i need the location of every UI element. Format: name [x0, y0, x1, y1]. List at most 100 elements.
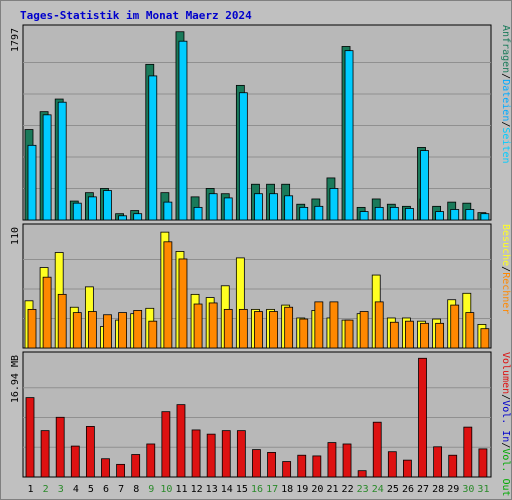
x-tick-label-28: 28 — [432, 484, 444, 495]
x-tick-label-4: 4 — [73, 484, 79, 495]
bar-dateien-day-25 — [389, 206, 399, 221]
bar-volumen-day-1 — [25, 397, 35, 478]
right-label-segment: Dateien — [500, 79, 511, 121]
bar-volumen-day-16 — [252, 449, 261, 478]
bar-rechner-day-13 — [208, 302, 218, 349]
bar-volumen-day-11 — [176, 404, 186, 478]
bar-rechner-day-14 — [223, 308, 233, 349]
x-tick-label-11: 11 — [175, 484, 187, 495]
bar-dateien-day-14 — [223, 197, 233, 221]
x-tick-label-1: 1 — [28, 484, 34, 495]
bar-dateien-day-18 — [284, 195, 294, 221]
bar-rechner-day-6 — [103, 314, 112, 349]
x-tick-label-19: 19 — [296, 484, 308, 495]
bar-dateien-day-15 — [238, 92, 248, 221]
x-tick-label-23: 23 — [357, 484, 369, 495]
bar-rechner-day-26 — [405, 320, 414, 349]
right-label-segment: / — [500, 394, 511, 400]
bar-dateien-day-21 — [329, 188, 339, 221]
x-tick-label-12: 12 — [191, 484, 203, 495]
bar-rechner-day-12 — [193, 303, 203, 349]
x-tick-label-25: 25 — [387, 484, 399, 495]
x-tick-label-18: 18 — [281, 484, 293, 495]
bar-dateien-day-22 — [344, 50, 354, 221]
bar-volumen-day-8 — [131, 454, 141, 478]
bar-rechner-day-30 — [465, 312, 475, 349]
bar-rechner-day-5 — [87, 311, 97, 349]
bar-dateien-day-30 — [465, 209, 475, 221]
bar-volumen-day-22 — [342, 443, 352, 478]
bar-dateien-day-11 — [178, 40, 188, 221]
bar-rechner-day-7 — [118, 312, 127, 349]
bar-rechner-day-25 — [389, 321, 399, 349]
bar-rechner-day-15 — [238, 308, 248, 349]
bar-dateien-day-20 — [314, 205, 324, 221]
bar-dateien-day-10 — [163, 201, 173, 221]
bar-dateien-day-9 — [148, 75, 158, 221]
bar-rechner-day-23 — [359, 311, 369, 349]
bar-volumen-day-26 — [403, 459, 412, 478]
bar-dateien-day-28 — [435, 211, 445, 221]
right-label-segment: Vol. In — [500, 400, 511, 442]
bar-rechner-day-10 — [163, 241, 173, 349]
bar-volumen-day-6 — [101, 458, 110, 478]
bar-volumen-day-24 — [372, 421, 382, 478]
panel-volume-right-label: Volumen/Vol. In/Vol. Out — [500, 352, 511, 497]
right-label-segment: Besuche — [500, 224, 511, 266]
right-label-segment: Vol. Out — [500, 448, 511, 496]
bar-volumen-day-28 — [433, 446, 443, 478]
panel-requests-right-label: Anfragen/Dateien/Seiten — [500, 25, 511, 164]
x-tick-label-22: 22 — [342, 484, 354, 495]
x-tick-label-20: 20 — [311, 484, 323, 495]
bar-rechner-day-31 — [480, 328, 490, 349]
right-label-segment: / — [500, 266, 511, 272]
bar-rechner-day-3 — [57, 293, 67, 349]
bar-volumen-day-2 — [40, 430, 50, 478]
bar-volumen-day-7 — [116, 463, 125, 478]
bar-rechner-day-16 — [254, 311, 263, 349]
bar-dateien-day-5 — [87, 196, 97, 221]
bar-volumen-day-21 — [327, 442, 337, 478]
bar-volumen-day-29 — [448, 454, 458, 478]
x-tick-label-3: 3 — [58, 484, 64, 495]
bar-rechner-day-8 — [133, 310, 143, 349]
right-label-segment: / — [500, 442, 511, 448]
x-tick-label-10: 10 — [160, 484, 172, 495]
x-tick-label-7: 7 — [118, 484, 124, 495]
bar-rechner-day-11 — [178, 258, 188, 349]
bar-volumen-day-20 — [312, 455, 322, 478]
x-tick-label-2: 2 — [43, 484, 49, 495]
bar-volumen-day-25 — [387, 451, 397, 478]
bar-dateien-day-23 — [359, 211, 369, 221]
panel-volume-ymax-label: 16.94 MB — [10, 355, 21, 403]
bar-volumen-day-23 — [357, 470, 367, 478]
x-tick-label-15: 15 — [236, 484, 248, 495]
bar-volumen-day-27 — [418, 357, 427, 478]
bar-rechner-day-24 — [374, 301, 384, 349]
right-label-segment: Anfragen — [500, 25, 511, 73]
x-tick-label-17: 17 — [266, 484, 278, 495]
right-label-segment: Seiten — [500, 127, 511, 163]
bar-dateien-day-16 — [254, 193, 263, 221]
x-tick-label-27: 27 — [417, 484, 429, 495]
x-tick-label-14: 14 — [221, 484, 233, 495]
bar-dateien-day-24 — [374, 206, 384, 221]
bar-dateien-day-3 — [57, 101, 67, 221]
bar-rechner-day-22 — [344, 319, 354, 349]
bar-rechner-day-1 — [27, 308, 37, 349]
bar-dateien-day-17 — [269, 193, 278, 221]
x-tick-label-13: 13 — [206, 484, 218, 495]
x-tick-label-9: 9 — [148, 484, 154, 495]
bar-rechner-day-18 — [284, 306, 294, 349]
bar-volumen-day-31 — [478, 448, 488, 478]
chart-title: Tages-Statistik im Monat Maerz 2024 — [20, 9, 252, 22]
bar-volumen-day-10 — [161, 411, 171, 478]
bar-dateien-day-6 — [103, 190, 112, 221]
bar-rechner-day-2 — [42, 276, 52, 349]
bar-rechner-day-9 — [148, 320, 158, 349]
bar-dateien-day-27 — [420, 150, 429, 221]
bar-volumen-day-9 — [146, 443, 156, 478]
x-tick-label-31: 31 — [477, 484, 489, 495]
